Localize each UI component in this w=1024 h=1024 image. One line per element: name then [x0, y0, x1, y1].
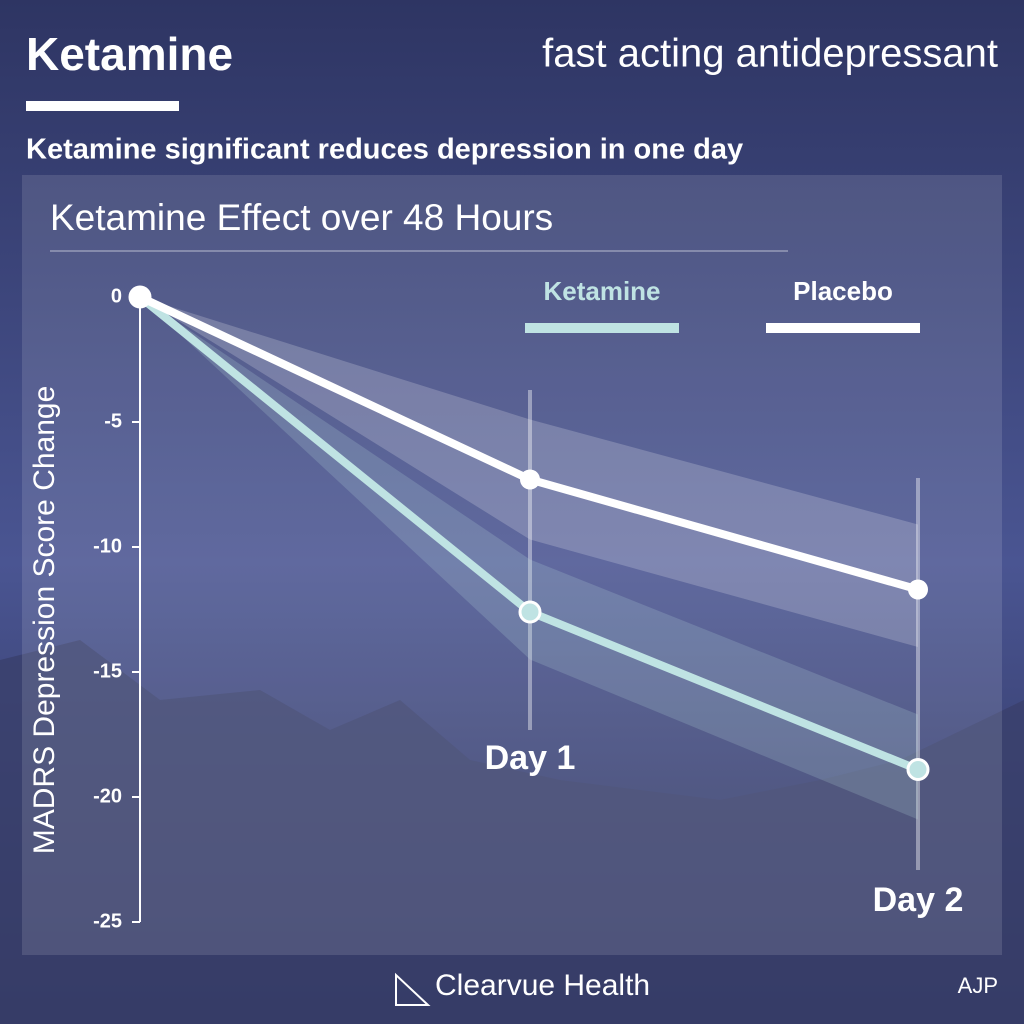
data-point [130, 287, 150, 307]
subtitle: fast acting antidepressant [542, 32, 998, 76]
legend-label: Ketamine [543, 276, 660, 306]
y-tick-label: -10 [93, 535, 122, 557]
legend-swatch [766, 323, 920, 333]
x-tick-label: Day 1 [485, 739, 576, 777]
y-tick-label: 0 [111, 285, 122, 307]
y-tick-label: -25 [93, 910, 122, 932]
data-point [906, 758, 930, 781]
chart-title: Ketamine Effect over 48 Hours [50, 197, 553, 238]
x-tick-label: Day 2 [873, 881, 964, 919]
brand-logo [395, 972, 431, 1006]
mountains [0, 640, 1024, 1024]
y-tick-label: -20 [93, 785, 122, 807]
y-tick-label: -5 [104, 410, 122, 432]
headline: Ketamine significant reduces depression … [26, 134, 743, 166]
data-point [908, 579, 928, 600]
source: AJP [958, 973, 998, 998]
y-tick-label: -15 [93, 660, 122, 682]
legend-label: Placebo [793, 276, 893, 306]
legend-swatch [525, 323, 679, 333]
title: Ketamine [26, 28, 233, 80]
brand: Clearvue Health [435, 969, 650, 1002]
data-point [520, 469, 540, 490]
y-axis-label: MADRS Depression Score Change [28, 386, 61, 855]
data-point [518, 600, 542, 624]
title-underline [26, 101, 179, 111]
